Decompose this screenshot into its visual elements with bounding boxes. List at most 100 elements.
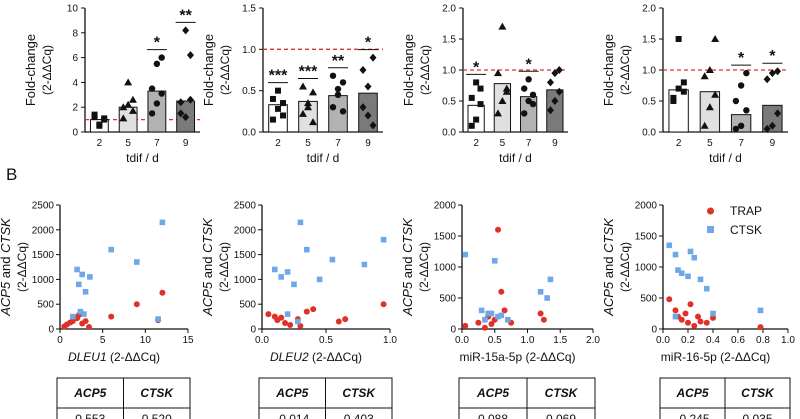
data-point bbox=[182, 26, 190, 35]
y-tick-label: 0 bbox=[48, 325, 54, 336]
scatter-point-trap bbox=[297, 323, 304, 330]
y-tick-label: 2000 bbox=[234, 225, 257, 236]
x-tick-label: 1.0 bbox=[781, 335, 795, 346]
y-axis-label-group: Fold-change (2-ΔΔCq) bbox=[201, 34, 232, 106]
scatter-point-trap bbox=[703, 319, 710, 326]
data-point bbox=[364, 111, 372, 120]
scatter-point-ctsk bbox=[77, 308, 84, 315]
x-axis-label-name: miR-16-5p bbox=[661, 350, 717, 364]
y-axis-label-group: Fold-change (2-ΔΔCq) bbox=[401, 34, 432, 106]
legend-marker-ctsk bbox=[707, 226, 714, 233]
y-tick-label: 6 bbox=[72, 53, 78, 64]
significance-label: * bbox=[154, 35, 161, 52]
data-point bbox=[675, 36, 682, 42]
scatter-point-trap bbox=[697, 318, 704, 325]
x-tick-label: 0.5 bbox=[319, 335, 333, 346]
y-tick-label: 1.0 bbox=[442, 66, 456, 77]
y-axis-label: ACP5 and CTSK bbox=[0, 217, 13, 317]
y-tick-label: 2000 bbox=[32, 225, 55, 236]
scatter-point-trap bbox=[69, 318, 76, 325]
table-header: ACP5 bbox=[675, 386, 708, 400]
y-tick-label: 0.0 bbox=[442, 128, 456, 139]
x-tick-label: 0.2 bbox=[681, 335, 695, 346]
y-tick-label: 500 bbox=[37, 300, 54, 311]
scatter-point-trap bbox=[481, 324, 488, 331]
panel-b-label: B bbox=[6, 165, 17, 184]
x-tick-label: 15 bbox=[182, 335, 194, 346]
data-point bbox=[119, 103, 128, 111]
table-value: -0.014 bbox=[275, 412, 309, 419]
y-tick-label: 8 bbox=[72, 28, 78, 39]
bar bbox=[493, 83, 512, 133]
scatter-point-ctsk bbox=[482, 316, 488, 323]
y-axis-gene-2: CTSK bbox=[400, 217, 415, 253]
scatter-point-trap bbox=[488, 321, 495, 328]
scatter-point-trap bbox=[159, 289, 166, 296]
scatter-point-ctsk bbox=[691, 254, 698, 261]
data-point bbox=[280, 112, 287, 119]
x-axis-label: tdif / d bbox=[126, 151, 159, 165]
y-tick-label: 2000 bbox=[434, 201, 457, 212]
data-point bbox=[309, 118, 318, 126]
y-axis-label-group: Fold-change (2-ΔΔCq) bbox=[23, 34, 54, 106]
table-header: ACP5 bbox=[275, 386, 308, 400]
scatter-point-ctsk bbox=[82, 289, 89, 295]
y-tick-label: 0.0 bbox=[242, 128, 256, 139]
data-point bbox=[551, 97, 559, 105]
data-point bbox=[473, 116, 480, 123]
x-tick-label: 1.0 bbox=[383, 335, 397, 346]
y-tick-label: 1500 bbox=[434, 232, 457, 243]
y-axis-and: and bbox=[200, 257, 215, 279]
data-point bbox=[551, 69, 559, 78]
x-tick-label: 10 bbox=[140, 335, 152, 346]
data-point bbox=[737, 122, 745, 129]
significance-label: ** bbox=[179, 7, 192, 24]
scatter-point-trap bbox=[310, 306, 317, 313]
scatter-point-trap bbox=[678, 316, 685, 323]
data-point bbox=[700, 121, 709, 129]
data-point bbox=[153, 100, 161, 107]
data-point bbox=[158, 90, 165, 97]
x-tick-label: 9 bbox=[183, 138, 189, 149]
y-axis-gene-1: ACP5 bbox=[0, 281, 13, 317]
scatter-point-trap bbox=[287, 322, 294, 329]
y-axis-label: Fold-change bbox=[401, 34, 416, 106]
scatter-point-ctsk bbox=[75, 281, 82, 288]
x-tick-label: 5 bbox=[500, 138, 506, 149]
x-tick-label: 7 bbox=[154, 138, 160, 149]
table-header: CTSK bbox=[342, 386, 376, 400]
data-point bbox=[705, 66, 714, 73]
x-tick-label: 1.5 bbox=[553, 335, 567, 346]
x-axis-label: tdif / d bbox=[307, 151, 340, 165]
data-point bbox=[711, 35, 720, 42]
scatter-point-trap bbox=[498, 288, 505, 295]
x-axis-label-suffix: (2-ΔΔCq) bbox=[312, 350, 362, 364]
x-tick-label: 9 bbox=[365, 138, 371, 149]
y-tick-label: 0 bbox=[651, 325, 657, 336]
x-axis-label-name: miR-15a-5p bbox=[459, 350, 522, 364]
scatter-point-ctsk bbox=[757, 307, 764, 314]
x-tick-label: 2 bbox=[97, 138, 103, 149]
data-point bbox=[680, 88, 687, 95]
data-point bbox=[525, 76, 532, 83]
data-point bbox=[298, 109, 307, 117]
x-axis-label: miR-16-5p (2-ΔΔCq) bbox=[661, 350, 770, 364]
x-tick-label: 7 bbox=[335, 138, 341, 149]
y-axis-label-group: Fold-change (2-ΔΔCq) bbox=[601, 34, 632, 106]
y-axis-and: and bbox=[601, 257, 616, 279]
data-point bbox=[493, 109, 502, 117]
y-axis-label-group: ACP5 and CTSK(2-ΔΔCq) bbox=[0, 217, 29, 317]
y-tick-label: 0.5 bbox=[442, 97, 456, 108]
scatter-point-ctsk bbox=[329, 256, 336, 263]
data-point bbox=[177, 109, 185, 118]
y-axis-label-sub: (2-ΔΔCq) bbox=[618, 45, 632, 95]
x-tick-label: 2 bbox=[676, 138, 682, 149]
y-tick-label: 500 bbox=[239, 300, 256, 311]
data-point bbox=[670, 94, 677, 101]
bar bbox=[268, 104, 288, 133]
x-tick-label: 2.0 bbox=[586, 335, 600, 346]
y-axis-and: and bbox=[0, 257, 13, 279]
data-point bbox=[473, 79, 480, 86]
scatter-point-ctsk bbox=[74, 266, 80, 273]
y-tick-label: 2 bbox=[72, 103, 78, 114]
